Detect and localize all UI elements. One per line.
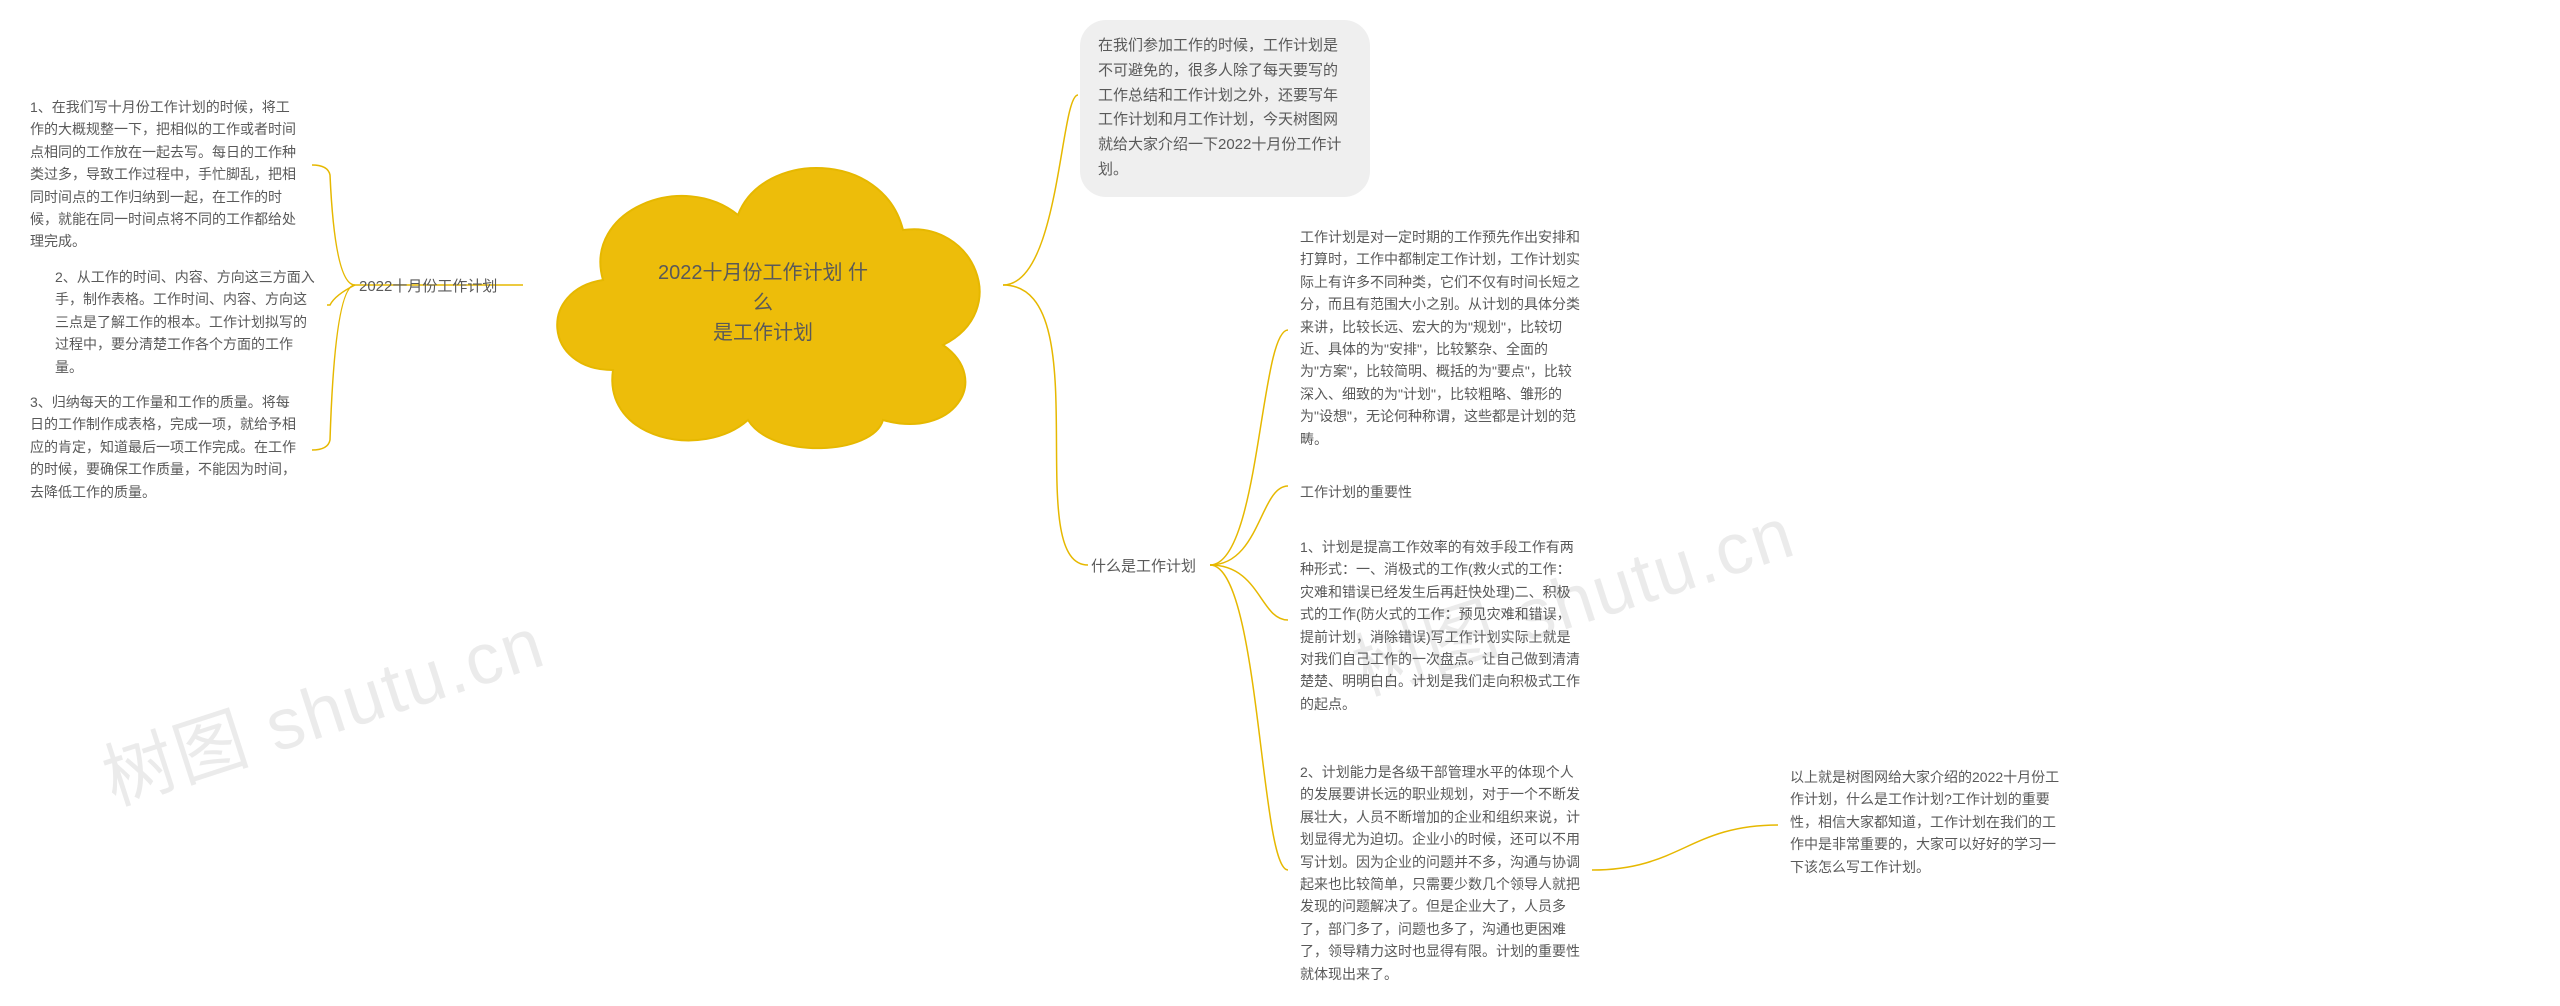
right-item: 1、计划是提高工作效率的有效手段工作有两种形式：一、消极式的工作(救火式的工作：… [1290,530,1590,721]
left-item: 1、在我们写十月份工作计划的时候，将工作的大概规整一下，把相似的工作或者时间点相… [20,90,310,259]
mindmap-canvas: 树图 shutu.cn 树图 shutu.cn 2022十月份工作计划 什么 是… [0,0,2560,1006]
center-title-line1: 2022十月份工作计划 什么 [658,262,868,314]
right-item: 2、计划能力是各级干部管理水平的体现个人的发展要讲长远的职业规划，对于一个不断发… [1290,755,1590,991]
intro-box: 在我们参加工作的时候，工作计划是不可避免的，很多人除了每天要写的工作总结和工作计… [1080,20,1370,197]
branch-label-left: 2022十月份工作计划 [359,275,497,296]
intro-text: 在我们参加工作的时候，工作计划是不可避免的，很多人除了每天要写的工作总结和工作计… [1098,37,1341,178]
center-title: 2022十月份工作计划 什么 是工作计划 [653,258,873,348]
watermark: 树图 shutu.cn [88,584,556,825]
right-item: 工作计划的重要性 [1290,475,1590,509]
left-item: 2、从工作的时间、内容、方向这三方面入手，制作表格。工作时间、内容、方向这三点是… [45,260,325,384]
conclusion-text: 以上就是树图网给大家介绍的2022十月份工作计划，什么是工作计划?工作计划的重要… [1780,760,2070,884]
left-item: 3、归纳每天的工作量和工作的质量。将每日的工作制作成表格，完成一项，就给予相应的… [20,385,310,509]
center-title-line2: 是工作计划 [713,322,813,344]
right-item: 工作计划是对一定时期的工作预先作出安排和打算时，工作中都制定工作计划，工作计划实… [1290,220,1590,456]
branch-label-right: 什么是工作计划 [1091,555,1196,576]
